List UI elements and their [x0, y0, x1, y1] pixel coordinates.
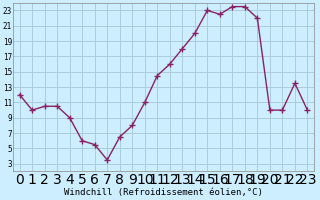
X-axis label: Windchill (Refroidissement éolien,°C): Windchill (Refroidissement éolien,°C): [64, 188, 263, 197]
